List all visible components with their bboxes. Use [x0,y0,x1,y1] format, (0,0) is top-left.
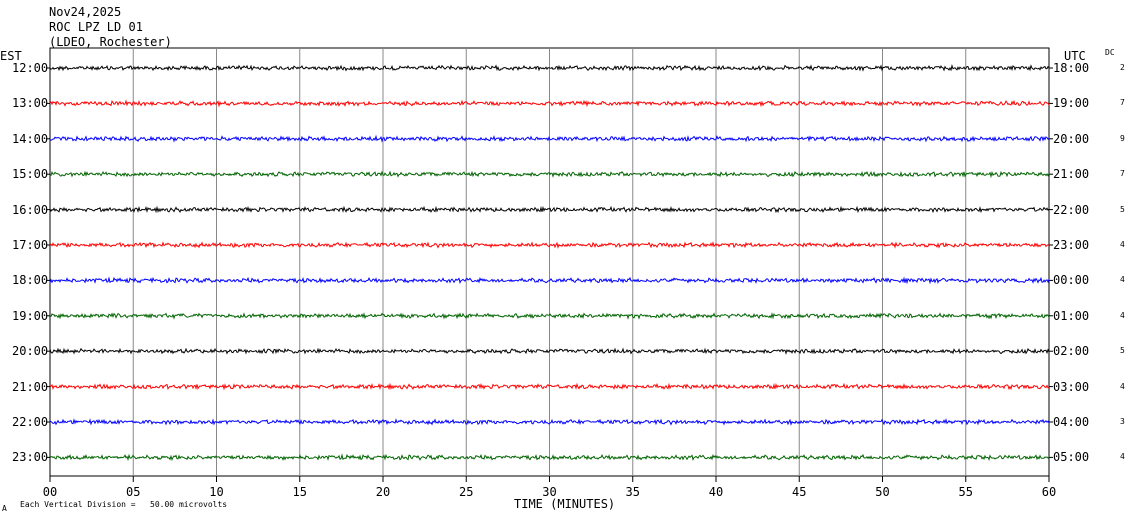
dc-value-label: 7 [1120,98,1125,108]
footer-mark: A [2,504,7,513]
dc-value-label: 4 [1120,452,1125,462]
x-tick-label-55: 55 [959,485,973,499]
est-hour-label: 12:00 [12,61,49,75]
utc-hour-label: 02:00 [1053,344,1090,359]
utc-hour-label: 23:00 [1053,238,1090,252]
trace-1500 [49,170,1050,179]
x-tick-label-25: 25 [459,485,473,499]
x-tick-label-30: 30 [542,485,556,499]
x-axis-ticks: 00 05 10 15 20 25 30 35 40 45 50 55 60 [43,476,1056,499]
x-tick-label-50: 50 [875,485,889,499]
x-tick-label-45: 45 [792,485,806,499]
dc-value-label: 5 [1120,204,1125,214]
dc-value-label: 9 [1120,133,1125,143]
vertical-division-note: Each Vertical Division = 50.00 microvolt… [20,500,228,509]
date-label: Nov24,2025 [49,5,122,19]
utc-hour-label: 01:00 [1053,308,1090,323]
dc-value-label: 7 [1120,169,1125,179]
station-label: ROC LPZ LD 01 [49,20,143,34]
utc-hour-label: 04:00 [1053,415,1090,429]
utc-hour-label: 00:00 [1053,273,1090,288]
dc-value-label: 2 [1120,63,1125,72]
trace-1900 [49,312,1050,320]
utc-hour-label: 19:00 [1053,96,1090,111]
est-hour-label: 18:00 [12,273,49,288]
trace-1700 [49,241,1050,249]
seismic-traces [49,64,1050,462]
x-axis-label: TIME (MINUTES) [514,497,616,511]
est-hour-label: 17:00 [12,238,49,252]
utc-hour-label: 22:00 [1053,202,1090,217]
trace-2100 [49,382,1050,391]
trace-2300 [49,453,1050,462]
utc-hour-label: 05:00 [1053,450,1090,465]
x-tick-label-00: 00 [43,485,57,499]
trace-1800 [49,276,1050,285]
dc-header-label: DC [1105,48,1115,57]
grid-lines [46,47,1053,477]
utc-hour-label: 21:00 [1053,167,1090,182]
utc-hour-label: 03:00 [1053,379,1090,394]
dc-value-label: 4 [1120,381,1125,391]
utc-hour-label: 20:00 [1053,131,1090,146]
dc-value-label: 4 [1120,275,1125,285]
trace-2000 [49,347,1050,355]
est-hour-label: 22:00 [12,415,49,429]
est-hour-label: 23:00 [12,450,49,465]
dc-value-label: 5 [1120,346,1125,356]
est-hour-label: 13:00 [12,96,49,111]
est-hour-label: 19:00 [12,308,49,323]
est-hour-label: 21:00 [12,379,49,394]
right-zone-label: UTC [1064,49,1086,63]
trace-2200 [49,418,1050,426]
trace-1600 [49,205,1050,214]
dc-value-label: 4 [1120,240,1125,249]
est-hour-label: 15:00 [12,167,49,182]
x-tick-label-60: 60 [1042,485,1056,499]
dc-value-label: 3 [1120,417,1125,426]
x-tick-label-20: 20 [376,485,390,499]
trace-1400 [49,134,1050,143]
x-tick-label-15: 15 [293,485,307,499]
x-tick-label-05: 05 [126,485,140,499]
dc-value-label: 4 [1120,310,1125,320]
est-hour-label: 14:00 [12,131,49,146]
left-zone-label: EST [0,49,22,63]
trace-1300 [49,99,1050,108]
utc-hour-label: 18:00 [1053,61,1090,75]
est-hour-label: 16:00 [12,202,49,217]
trace-1200 [49,64,1050,72]
network-label: (LDEO, Rochester) [49,35,172,49]
x-tick-label-10: 10 [209,485,223,499]
est-hour-label: 20:00 [12,344,49,359]
x-tick-label-40: 40 [709,485,723,499]
x-tick-label-35: 35 [626,485,640,499]
